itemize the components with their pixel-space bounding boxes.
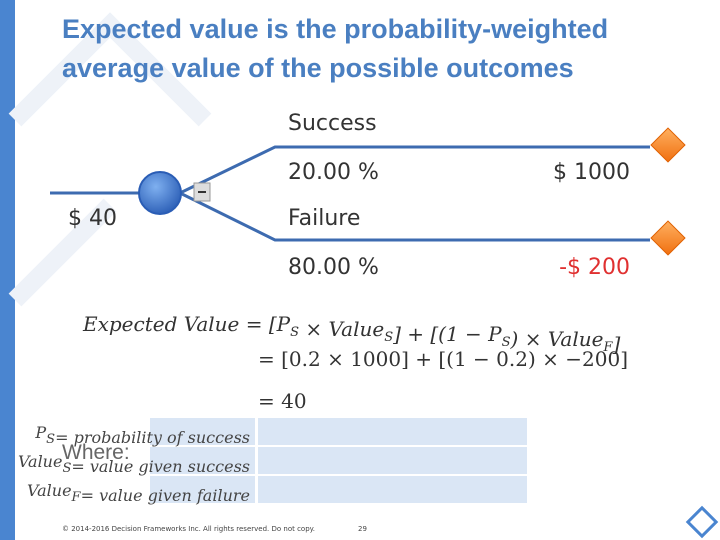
title-line: average value of the possible outcomes [62, 53, 574, 83]
equation-line: Expected Value = [PS × ValueS] + [(1 − P… [82, 312, 621, 356]
text-run: × [299, 317, 328, 341]
where-label: Where: [62, 441, 130, 464]
decision-node [138, 171, 182, 215]
text-run: = probability of success [55, 428, 250, 447]
symbol: Value [329, 317, 385, 341]
table-cell [258, 476, 527, 503]
text-run: ] + [(1 − [392, 322, 488, 346]
symbol: P [487, 322, 502, 346]
text-run: ] [612, 332, 621, 356]
side-stripe [0, 0, 15, 540]
subscript: F [71, 490, 82, 505]
symbol: P [34, 423, 46, 442]
subscript: S [46, 432, 55, 447]
subscript: S [502, 335, 511, 350]
symbol: Value [27, 481, 72, 500]
symbol: P [276, 312, 291, 336]
table-cell [150, 447, 255, 474]
subscript: S [384, 330, 393, 345]
equation-line: = 40 [258, 389, 307, 413]
branch-payoff: -$ 200 [559, 255, 630, 280]
title-line: Expected value is the probability-weight… [62, 14, 608, 44]
terminal-node [650, 220, 686, 256]
text-run: = value given failure [81, 486, 250, 505]
branch-payoff: $ 1000 [553, 160, 630, 185]
logo [685, 505, 719, 539]
subscript: F [602, 340, 613, 355]
equation: Expected Value = [PS × ValueS] + [(1 − P… [82, 312, 628, 413]
text-run: Expected Value = [ [82, 312, 277, 336]
text-run: = 40 [258, 389, 307, 413]
branch-label: Failure [288, 206, 360, 231]
branch-label: Success [288, 111, 377, 136]
subscript: S [290, 325, 299, 340]
branch-probability: 80.00 % [288, 255, 379, 280]
tree-lines [50, 145, 650, 242]
table-symbol: ValueF= value given failure [27, 481, 250, 505]
root-value: $ 40 [68, 206, 117, 231]
branch-probability: 20.00 % [288, 160, 379, 185]
equation-line: = [0.2 × 1000] + [(1 − 0.2) × −200] [258, 347, 628, 371]
text-run: = value given success [71, 457, 250, 476]
table-cell [258, 418, 527, 445]
background-pattern [8, 198, 117, 307]
table-cell [150, 476, 255, 503]
copyright: © 2014-2016 Decision Frameworks Inc. All… [62, 525, 315, 533]
page-number: 29 [358, 525, 367, 533]
table-cell [258, 447, 527, 474]
text-run: = [0.2 × 1000] + [(1 − 0.2) × −200] [258, 347, 628, 371]
table-symbol: ValueS= value given success [18, 452, 250, 476]
symbol: Value [548, 327, 604, 351]
text-run: ) × [510, 327, 548, 351]
table-symbol: PS= probability of success [34, 423, 250, 447]
subscript: S [62, 461, 71, 476]
background-pattern [8, 12, 212, 127]
symbol: Value [18, 452, 63, 471]
table-cell [150, 418, 255, 445]
terminal-node [650, 127, 686, 163]
